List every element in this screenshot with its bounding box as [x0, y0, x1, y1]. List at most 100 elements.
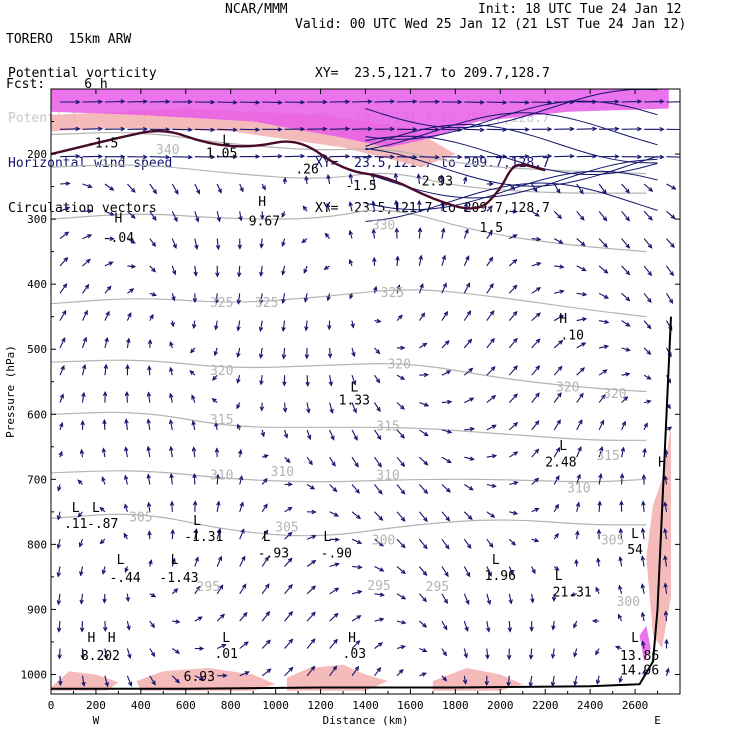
wind-vector-head [330, 435, 335, 441]
wind-vector-head [592, 126, 598, 132]
wind-vector-head [175, 619, 181, 624]
wind-vector-head [663, 554, 668, 561]
wind-vector [486, 257, 493, 267]
wind-vector-head [647, 271, 653, 277]
wind-vector-head [75, 99, 81, 105]
wind-vector-head [401, 595, 407, 600]
wind-vector-head [666, 404, 671, 410]
extremum-marker: L [193, 514, 201, 529]
wind-vector-head [434, 154, 441, 160]
wind-vector-head [641, 473, 647, 479]
wind-vector-head [199, 646, 205, 651]
theta-contour-310 [51, 470, 647, 483]
wind-vector [102, 448, 106, 458]
wind-vector [306, 535, 316, 540]
wind-vector-head [120, 126, 126, 132]
wind-vector-head [400, 645, 406, 650]
wind-vector [59, 365, 65, 376]
wind-vector-head [142, 126, 149, 132]
wind-vector [396, 511, 406, 522]
wind-vector-head [120, 99, 126, 104]
wind-vector [419, 456, 428, 466]
wind-vector [306, 375, 309, 386]
wind-vector-head [281, 270, 286, 276]
wind-vector [260, 265, 263, 276]
wind-vector [329, 587, 339, 595]
wind-vector [643, 210, 653, 221]
wind-vector-head [63, 256, 69, 262]
wind-vector-head [125, 364, 130, 370]
wind-vector [193, 447, 196, 458]
wind-vector-head [105, 310, 110, 316]
wind-vector-head [255, 100, 261, 105]
extremum-marker: L [92, 501, 100, 516]
wind-vector [553, 340, 563, 349]
wind-vector-head [640, 611, 646, 617]
wind-vector-head [596, 557, 601, 563]
wind-vector-head [109, 236, 115, 241]
wind-vector-head [379, 592, 385, 597]
wind-vector [621, 292, 630, 301]
wind-vector-head [464, 626, 469, 633]
wind-vector [59, 283, 67, 294]
wind-vector-head [491, 483, 497, 488]
wind-vector [396, 285, 400, 294]
wind-vector-head [187, 127, 193, 132]
wind-vector-head [288, 610, 293, 616]
wind-vector-head [120, 154, 126, 159]
wind-vector [419, 342, 427, 349]
east-label: E [654, 714, 661, 727]
contour-label: -1.5 [345, 179, 376, 194]
wind-vector [261, 668, 271, 677]
wind-vector [664, 529, 668, 540]
x-tick-label: 1600 [397, 699, 424, 712]
wind-vector [531, 101, 552, 104]
wind-vector-head [97, 99, 104, 104]
wind-vector [326, 203, 331, 212]
wind-vector-head [647, 298, 652, 304]
wind-vector-head [331, 461, 336, 467]
wind-vector-head [534, 420, 540, 426]
wind-vector-head [311, 585, 317, 591]
wind-vector [239, 671, 249, 677]
wind-vector-head [85, 258, 91, 264]
wind-vector [284, 507, 292, 513]
wind-vector [329, 456, 336, 467]
contour-label: 310 [271, 465, 294, 480]
wind-vector [598, 420, 604, 431]
wind-vector [508, 393, 518, 403]
wind-vector [351, 429, 358, 440]
wind-vector-head [502, 100, 508, 105]
wind-vector [194, 529, 198, 540]
wind-vector-head [151, 242, 157, 247]
wind-vector-head [310, 485, 316, 490]
wind-vector [171, 530, 174, 540]
contour-label: .11 [64, 517, 87, 532]
wind-vector-head [151, 680, 156, 686]
wind-vector [599, 128, 619, 130]
wind-vector [396, 620, 406, 624]
wind-vector [509, 234, 517, 240]
contour-label: 340 [156, 143, 179, 158]
wind-vector-head [665, 667, 670, 673]
wind-vector [262, 155, 282, 158]
wind-vector [576, 367, 585, 376]
wind-vector-head [625, 270, 631, 276]
wind-vector-head [618, 584, 623, 590]
wind-vector-head [640, 527, 646, 533]
wind-vector-head [617, 613, 623, 619]
wind-vector [441, 370, 451, 376]
wind-vector-head [625, 188, 630, 194]
wind-vector-head [173, 216, 178, 223]
wind-vector [216, 183, 222, 193]
wind-vector [284, 558, 293, 567]
wind-vector [127, 210, 136, 219]
wind-vector-head [300, 126, 306, 132]
wind-vector [666, 238, 675, 248]
wind-vector-head [446, 458, 452, 464]
wind-vector-head [573, 623, 578, 629]
wind-vector-head [400, 375, 406, 380]
wind-vector [104, 183, 114, 191]
wind-vector-head [192, 500, 198, 506]
wind-vector-head [625, 322, 631, 327]
